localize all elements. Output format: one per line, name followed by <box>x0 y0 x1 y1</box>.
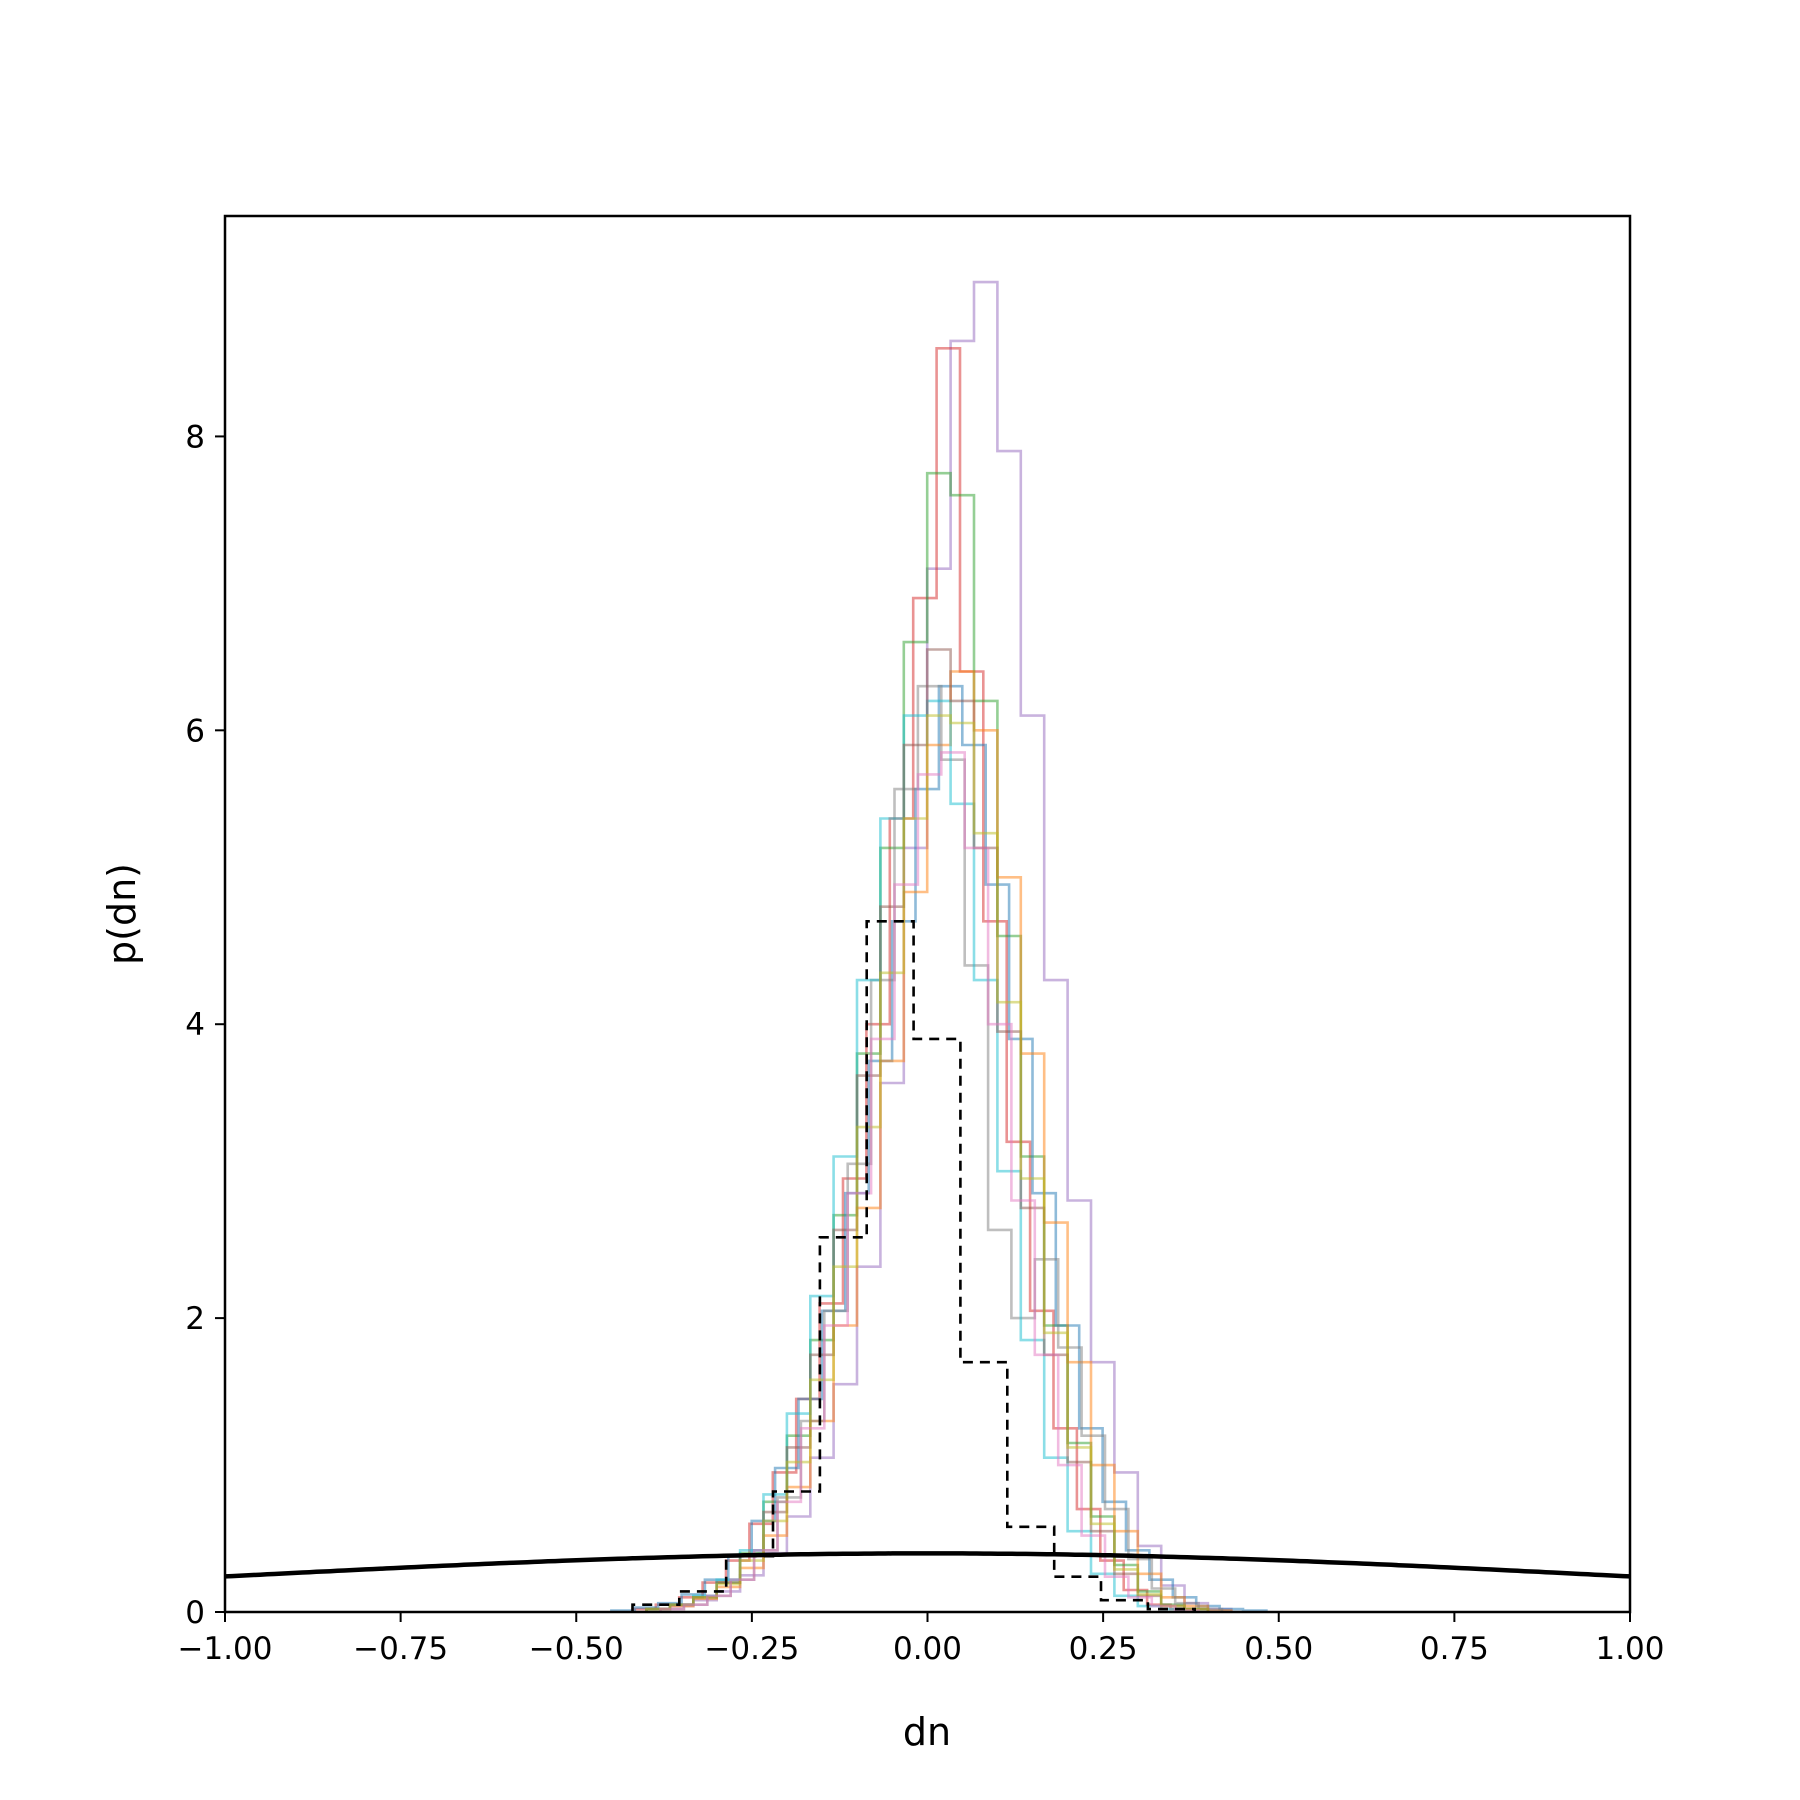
y-tick-label: 6 <box>185 713 205 749</box>
x-tick-label: −0.25 <box>704 1631 799 1667</box>
x-tick-label: −0.50 <box>529 1631 624 1667</box>
x-tick-label: −0.75 <box>353 1631 448 1667</box>
x-tick-label: 1.00 <box>1595 1631 1664 1667</box>
y-tick-label: 0 <box>185 1595 205 1631</box>
histogram-series-10 <box>659 751 1200 1612</box>
normal-pdf-curve <box>225 1551 1630 1579</box>
x-tick-label: 0.00 <box>893 1631 962 1667</box>
y-axis: 0 2 4 6 8 <box>185 419 225 1631</box>
x-axis-label: dn <box>903 1710 951 1754</box>
y-tick-label: 4 <box>185 1007 205 1043</box>
y-tick-label: 2 <box>185 1301 205 1337</box>
histogram-series-1 <box>645 280 1233 1612</box>
prior-curve-layer <box>225 1551 1630 1579</box>
x-tick-label: 0.75 <box>1420 1631 1489 1667</box>
x-axis: −1.00 −0.75 −0.50 −0.25 0.00 0.25 0.50 0.75 1.00 <box>178 1612 1665 1667</box>
histogram-series-layer <box>610 280 1268 1612</box>
y-axis-label: p(dn) <box>100 863 144 965</box>
y-tick-label: 8 <box>185 419 205 455</box>
x-tick-label: 0.25 <box>1069 1631 1138 1667</box>
histogram-series-2 <box>631 347 1196 1612</box>
histogram-series-5 <box>645 670 1233 1612</box>
histogram-series-4 <box>610 684 1268 1612</box>
x-tick-label: 0.50 <box>1244 1631 1313 1667</box>
x-tick-label: −1.00 <box>178 1631 273 1667</box>
plot-frame <box>223 214 1632 1614</box>
histogram-series-11 <box>631 920 1196 1612</box>
